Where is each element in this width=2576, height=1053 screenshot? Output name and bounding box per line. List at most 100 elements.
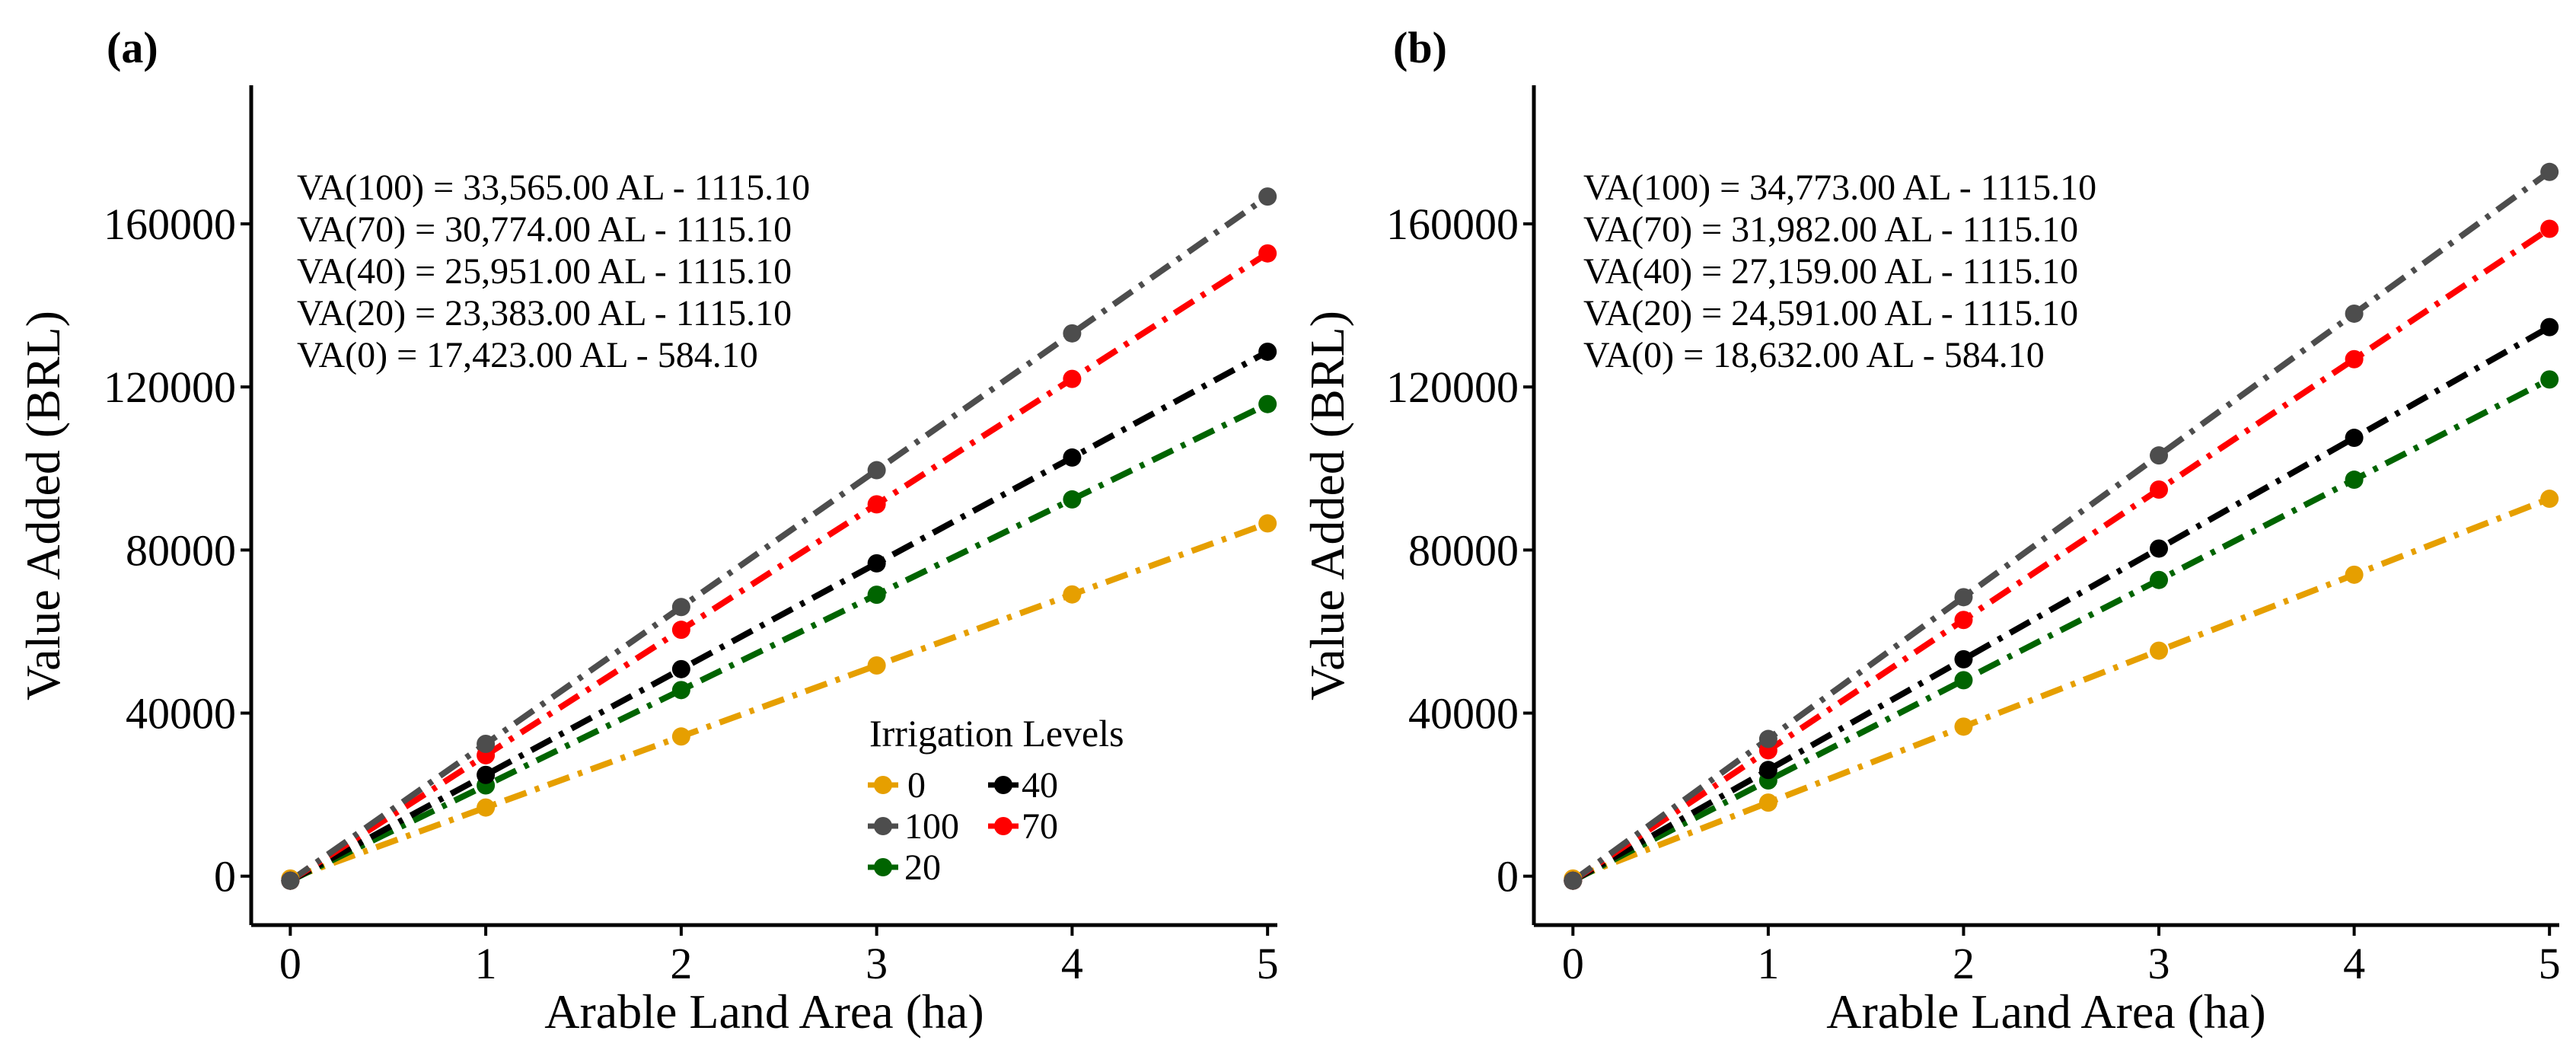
plot-area (1564, 162, 2559, 890)
data-point-100 (1954, 588, 1973, 607)
data-point-40 (1063, 448, 1082, 467)
data-point-100 (281, 871, 300, 890)
x-tick-label: 3 (2148, 939, 2170, 988)
x-tick-label: 2 (1953, 939, 1975, 988)
data-point-100 (2150, 446, 2169, 465)
x-tick-label: 3 (866, 939, 888, 988)
x-axis-title: Arable Land Area (ha) (1826, 984, 2265, 1039)
legend-label-100: 100 (904, 806, 959, 847)
series-line-20 (289, 401, 1269, 884)
equation-20: VA(20) = 24,591.00 AL - 1115.10 (1583, 293, 2078, 333)
equation-70: VA(70) = 31,982.00 AL - 1115.10 (1583, 209, 2078, 250)
plot-area (281, 187, 1277, 890)
data-point-100 (1564, 871, 1583, 890)
data-point-0 (1063, 585, 1082, 604)
y-tick-label: 160000 (1386, 199, 1519, 249)
data-point-0 (2150, 641, 2169, 660)
x-tick-label: 0 (279, 939, 301, 988)
equation-block: VA(100) = 34,773.00 AL - 1115.10 VA(70) … (1583, 168, 2096, 375)
data-point-100 (1758, 729, 1777, 748)
y-tick-label: 120000 (104, 362, 236, 412)
data-point-0 (867, 656, 886, 675)
data-point-0 (2345, 565, 2364, 584)
x-tick-label: 1 (1757, 939, 1779, 988)
data-point-100 (671, 598, 690, 617)
y-tick-label: 40000 (1408, 689, 1519, 739)
equation-0: VA(0) = 17,423.00 AL - 584.10 (297, 335, 758, 375)
series-line-40 (1571, 324, 2552, 884)
y-tick-label: 80000 (126, 525, 236, 575)
series-line-0 (1571, 496, 2551, 882)
data-point-100 (2345, 304, 2364, 323)
y-tick-label: 0 (1497, 852, 1519, 901)
data-point-70 (1258, 244, 1277, 263)
y-tick-label: 120000 (1386, 362, 1519, 412)
panel-label: (b) (1393, 23, 1447, 72)
legend: Irrigation Levels 0 40 100 70 (868, 712, 1124, 888)
x-tick-label: 4 (2343, 939, 2365, 988)
data-point-40 (671, 659, 690, 678)
legend-key-20 (874, 858, 892, 876)
data-point-20 (671, 681, 690, 700)
legend-item-70: 70 (988, 806, 1058, 847)
data-point-70 (2540, 219, 2559, 238)
y-tick-label: 0 (214, 852, 236, 901)
data-point-20 (867, 586, 886, 605)
data-point-100 (2540, 162, 2559, 181)
ticks: 0 40000 80000 120000 160000 0 1 2 3 4 5 (1386, 199, 2561, 988)
data-point-40 (2150, 539, 2169, 558)
equation-0: VA(0) = 18,632.00 AL - 584.10 (1583, 335, 2045, 375)
data-point-70 (2150, 480, 2169, 499)
legend-item-100: 100 (868, 806, 959, 847)
data-point-70 (1063, 369, 1082, 388)
legend-title: Irrigation Levels (869, 712, 1124, 755)
data-point-0 (477, 798, 496, 817)
equation-block: VA(100) = 33,565.00 AL - 1115.10 VA(70) … (297, 168, 810, 375)
data-point-40 (477, 765, 496, 784)
series-line-70 (1571, 226, 2552, 884)
panel-a: (a) 0 40000 80000 120000 160000 0 1 2 3 4 5 Arable… (16, 23, 1279, 1039)
data-point-100 (1258, 187, 1277, 206)
data-point-0 (1258, 514, 1277, 533)
data-point-40 (2540, 317, 2559, 337)
x-tick-label: 4 (1061, 939, 1083, 988)
data-point-100 (1063, 324, 1082, 343)
series-line-0 (289, 520, 1269, 882)
data-point-20 (1954, 671, 1973, 690)
data-point-20 (1258, 394, 1277, 413)
legend-key-70 (994, 817, 1012, 835)
data-point-20 (2150, 570, 2169, 589)
data-point-40 (1954, 649, 1973, 668)
equation-40: VA(40) = 25,951.00 AL - 1115.10 (297, 251, 792, 292)
legend-item-40: 40 (988, 765, 1058, 806)
y-tick-label: 80000 (1408, 525, 1519, 575)
series-line-20 (1571, 376, 2551, 884)
data-point-0 (671, 727, 690, 746)
series-line-100 (1570, 169, 2552, 883)
legend-key-0 (874, 776, 892, 794)
x-tick-label: 5 (2539, 939, 2561, 988)
data-point-40 (867, 554, 886, 573)
data-point-0 (1758, 793, 1777, 812)
x-tick-label: 2 (670, 939, 692, 988)
data-point-70 (2345, 349, 2364, 369)
series-line-100 (289, 193, 1270, 883)
y-tick-label: 160000 (104, 199, 236, 249)
data-point-40 (1758, 761, 1777, 780)
legend-label-70: 70 (1022, 806, 1058, 847)
data-point-100 (477, 734, 496, 753)
panel-label: (a) (107, 23, 158, 72)
data-point-0 (1954, 717, 1973, 736)
data-point-70 (671, 621, 690, 640)
legend-label-20: 20 (904, 847, 941, 888)
equation-100: VA(100) = 34,773.00 AL - 1115.10 (1583, 168, 2096, 208)
data-point-0 (2540, 490, 2559, 509)
equation-20: VA(20) = 23,383.00 AL - 1115.10 (297, 293, 792, 333)
ticks: 0 40000 80000 120000 160000 0 1 2 3 4 5 (104, 199, 1279, 988)
series-line-40 (289, 349, 1270, 884)
panel-b: (b) 0 40000 80000 120000 160000 0 1 2 3 4 5 Arable… (1300, 23, 2561, 1039)
data-point-20 (2540, 370, 2559, 389)
y-axis-title: Value Added (BRL) (1300, 311, 1354, 700)
y-tick-label: 40000 (126, 689, 236, 739)
